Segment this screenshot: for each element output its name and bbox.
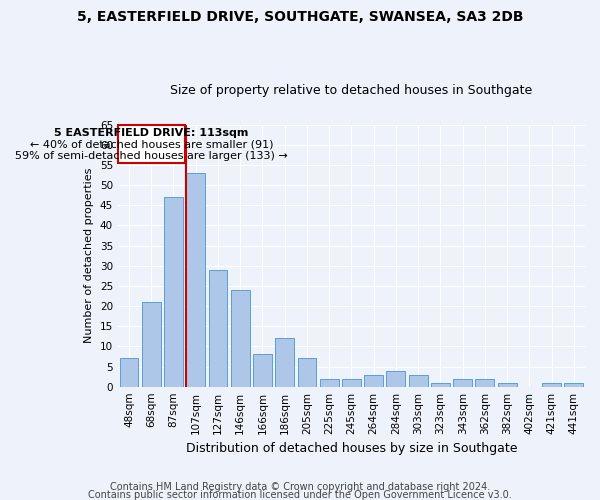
Bar xyxy=(298,358,316,386)
Bar xyxy=(253,354,272,386)
Text: Contains public sector information licensed under the Open Government Licence v3: Contains public sector information licen… xyxy=(88,490,512,500)
Text: 5 EASTERFIELD DRIVE: 113sqm: 5 EASTERFIELD DRIVE: 113sqm xyxy=(55,128,249,138)
Bar xyxy=(231,290,250,386)
Bar xyxy=(431,382,450,386)
X-axis label: Distribution of detached houses by size in Southgate: Distribution of detached houses by size … xyxy=(185,442,517,455)
FancyBboxPatch shape xyxy=(118,124,185,163)
Bar xyxy=(409,374,428,386)
Bar xyxy=(209,270,227,386)
Bar xyxy=(342,378,361,386)
Bar xyxy=(453,378,472,386)
Bar xyxy=(320,378,338,386)
Text: Contains HM Land Registry data © Crown copyright and database right 2024.: Contains HM Land Registry data © Crown c… xyxy=(110,482,490,492)
Bar xyxy=(475,378,494,386)
Text: 59% of semi-detached houses are larger (133) →: 59% of semi-detached houses are larger (… xyxy=(15,151,288,161)
Bar xyxy=(565,382,583,386)
Text: 5, EASTERFIELD DRIVE, SOUTHGATE, SWANSEA, SA3 2DB: 5, EASTERFIELD DRIVE, SOUTHGATE, SWANSEA… xyxy=(77,10,523,24)
Bar xyxy=(386,370,406,386)
Bar xyxy=(142,302,161,386)
Y-axis label: Number of detached properties: Number of detached properties xyxy=(84,168,94,344)
Bar xyxy=(186,173,205,386)
Bar xyxy=(542,382,561,386)
Text: ← 40% of detached houses are smaller (91): ← 40% of detached houses are smaller (91… xyxy=(30,140,273,149)
Bar xyxy=(164,197,183,386)
Bar xyxy=(364,374,383,386)
Bar xyxy=(119,358,139,386)
Bar xyxy=(275,338,294,386)
Bar xyxy=(497,382,517,386)
Title: Size of property relative to detached houses in Southgate: Size of property relative to detached ho… xyxy=(170,84,533,97)
